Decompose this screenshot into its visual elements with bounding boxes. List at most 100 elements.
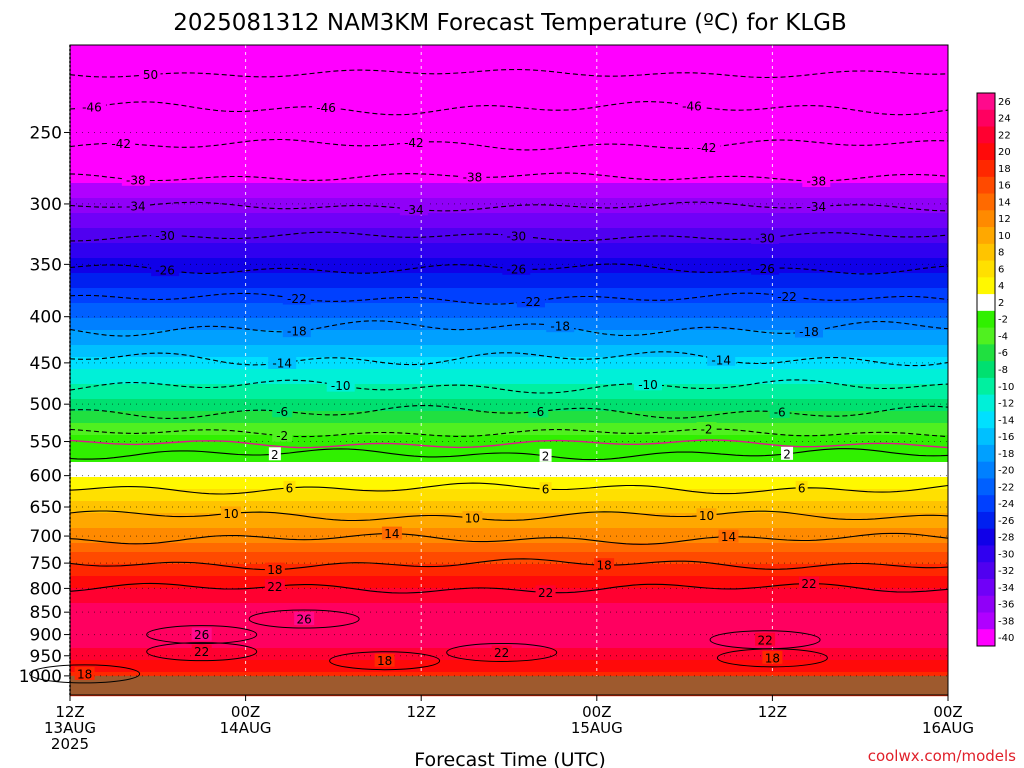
contour-label: 2 bbox=[542, 449, 550, 463]
field-strip bbox=[70, 537, 948, 541]
field-strip bbox=[70, 528, 948, 532]
colorbar-swatch bbox=[977, 377, 995, 396]
field-strip bbox=[70, 54, 948, 58]
field-strip bbox=[70, 210, 948, 214]
field-strip bbox=[70, 663, 948, 667]
contour-label-bg bbox=[282, 324, 311, 338]
field-strip bbox=[70, 246, 948, 250]
colorbar-swatch bbox=[977, 193, 995, 211]
closed-contour bbox=[29, 664, 141, 684]
y-tick-label: 400 bbox=[30, 308, 62, 328]
contour-label-bg bbox=[802, 199, 831, 213]
contour-label-bg bbox=[374, 653, 395, 667]
field-strip bbox=[70, 279, 948, 283]
colorbar-swatch bbox=[977, 495, 995, 513]
closed-contour bbox=[716, 648, 828, 668]
field-strip bbox=[70, 192, 948, 196]
field-strip bbox=[70, 303, 948, 307]
contour-label: -22 bbox=[777, 290, 797, 304]
colorbar-swatch bbox=[977, 277, 995, 295]
contour-label-bg bbox=[755, 632, 776, 646]
contour-label: -38 bbox=[463, 171, 483, 185]
field-strip bbox=[70, 393, 948, 397]
contour-label-bg bbox=[528, 404, 549, 418]
field-strip bbox=[70, 360, 948, 364]
field-strip bbox=[70, 444, 948, 448]
field-strip bbox=[70, 75, 948, 79]
colorbar-label: 14 bbox=[998, 197, 1011, 208]
contour-label: 10 bbox=[699, 509, 714, 523]
colorbar-label: -28 bbox=[998, 533, 1014, 544]
contour-label: -38 bbox=[126, 173, 146, 187]
colorbar-label: -4 bbox=[998, 331, 1008, 342]
field-strip bbox=[70, 492, 948, 496]
colorbar-label: -40 bbox=[998, 633, 1014, 644]
field-strip bbox=[70, 306, 948, 310]
field-strip bbox=[70, 348, 948, 352]
colorbar-swatch bbox=[977, 444, 995, 463]
field-strip bbox=[70, 216, 948, 220]
contour-label-bg bbox=[191, 644, 212, 658]
field-strip bbox=[70, 666, 948, 670]
colorbar-swatch bbox=[977, 160, 995, 178]
contour-label-bg bbox=[535, 585, 556, 599]
colorbar-swatch bbox=[977, 461, 995, 479]
y-tick-label: 800 bbox=[30, 579, 62, 599]
contour-label: 6 bbox=[286, 481, 294, 495]
colorbar-swatch bbox=[977, 428, 995, 446]
plot-frame bbox=[69, 44, 949, 696]
ground-band-rect bbox=[70, 675, 948, 695]
colorbar-label: -30 bbox=[998, 549, 1014, 560]
contour-label: -34 bbox=[404, 203, 424, 217]
field-strip bbox=[70, 51, 948, 55]
contour-label: 18 bbox=[765, 651, 780, 665]
contour-line bbox=[69, 448, 949, 461]
field-strip bbox=[70, 513, 948, 517]
colorbar-label: 16 bbox=[998, 181, 1011, 192]
colorbar-swatch bbox=[977, 260, 995, 278]
contour-label-bg bbox=[546, 319, 575, 333]
field-strip bbox=[70, 330, 948, 334]
field-strip bbox=[70, 612, 948, 616]
field-strip bbox=[70, 108, 948, 112]
colorbar-label: -34 bbox=[998, 583, 1014, 594]
x-tick-label: 16AUG bbox=[922, 719, 974, 737]
field-strip bbox=[70, 606, 948, 610]
field-strip bbox=[70, 84, 948, 88]
colorbar-label: 22 bbox=[998, 130, 1011, 141]
field-strip bbox=[70, 57, 948, 61]
contour-label: -42 bbox=[111, 137, 131, 151]
contour-line bbox=[69, 351, 949, 367]
field-strip bbox=[70, 600, 948, 604]
field-strip bbox=[70, 321, 948, 325]
y-tick-label: 850 bbox=[30, 603, 62, 623]
field-strip bbox=[70, 468, 948, 472]
contour-label: -30 bbox=[507, 229, 527, 243]
contour-label: 22 bbox=[538, 586, 553, 600]
field-strip bbox=[70, 453, 948, 457]
x-tick-label: 15AUG bbox=[571, 719, 623, 737]
field-strip bbox=[70, 405, 948, 409]
field-strip bbox=[70, 195, 948, 199]
field-strip bbox=[70, 93, 948, 97]
contour-label: -14 bbox=[711, 353, 731, 367]
contour-label-bg bbox=[458, 170, 487, 184]
x-tick-label: 12Z bbox=[407, 703, 436, 721]
field-strip bbox=[70, 174, 948, 178]
contour-label: 22 bbox=[194, 645, 209, 659]
field-strip bbox=[70, 222, 948, 226]
contour-label: 2 bbox=[783, 447, 791, 461]
field-strip bbox=[70, 540, 948, 544]
contour-label-bg bbox=[399, 135, 428, 149]
field-strip bbox=[70, 669, 948, 673]
colorbar-label: -12 bbox=[998, 399, 1014, 410]
colorbar-swatch bbox=[977, 126, 995, 144]
x-axis-label: Forecast Time (UTC) bbox=[414, 749, 605, 768]
field-strip bbox=[70, 549, 948, 553]
contour-label-bg bbox=[751, 230, 780, 244]
field-strip bbox=[70, 180, 948, 184]
contour-label: 22 bbox=[267, 580, 282, 594]
contour-label-bg bbox=[151, 228, 180, 242]
field-strip bbox=[70, 165, 948, 169]
contour-label: -18 bbox=[550, 320, 570, 334]
